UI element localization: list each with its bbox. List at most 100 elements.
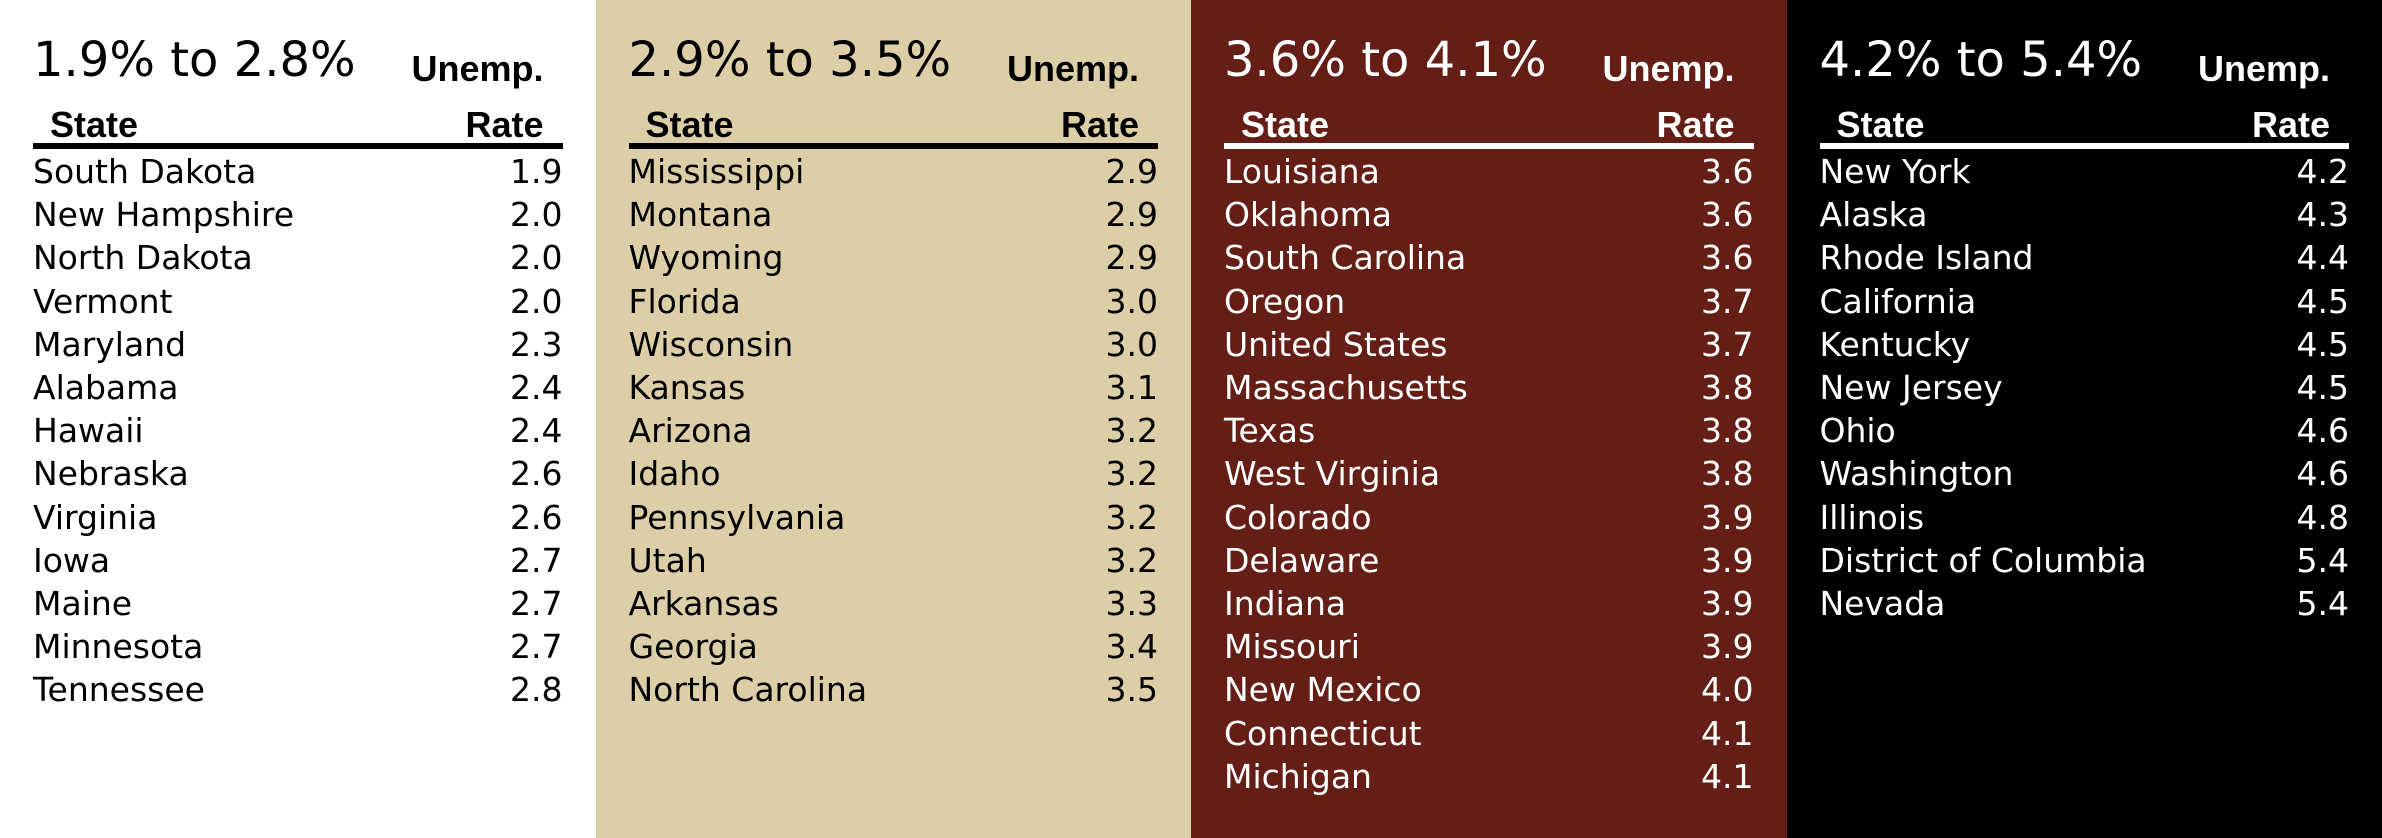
- state-name: North Carolina: [628, 670, 868, 710]
- state-row: Connecticut 4.1: [1224, 711, 1754, 754]
- rate-value: 3.2: [1105, 411, 1158, 451]
- state-row: New Mexico 4.0: [1224, 668, 1754, 711]
- state-list: Mississippi 2.9 Montana 2.9 Wyoming 2.9 Florid…: [629, 150, 1159, 711]
- column-header-state: State: [645, 104, 734, 145]
- panel-range-2: 2.9% to 3.5% Unemp. State Rate Mississip…: [595, 0, 1191, 838]
- state-name: Missouri: [1224, 627, 1360, 667]
- state-row: Texas 3.8: [1224, 409, 1754, 452]
- rate-value: 3.7: [1701, 324, 1754, 364]
- state-row: Arkansas 3.3: [629, 582, 1159, 625]
- state-name: Idaho: [628, 454, 721, 494]
- rate-value: 3.9: [1701, 583, 1754, 623]
- state-name: Oregon: [1224, 281, 1346, 321]
- rate-value: 5.4: [2296, 583, 2349, 623]
- state-row: Delaware 3.9: [1224, 539, 1754, 582]
- state-name: New Hampshire: [33, 195, 295, 235]
- rate-value: 2.7: [510, 627, 563, 667]
- state-name: Arkansas: [628, 583, 779, 623]
- state-name: Alabama: [33, 368, 179, 408]
- state-name: Virginia: [33, 497, 158, 537]
- column-header-rate: Rate: [465, 104, 544, 145]
- rate-value: 2.3: [510, 324, 563, 364]
- rate-value: 4.1: [1701, 713, 1754, 753]
- state-name: Washington: [1819, 454, 2014, 494]
- state-name: South Carolina: [1224, 238, 1467, 278]
- panel-range-4: 4.2% to 5.4% Unemp. State Rate New York 4…: [1786, 0, 2382, 838]
- state-row: Kentucky 4.5: [1820, 323, 2350, 366]
- state-name: Michigan: [1224, 756, 1372, 796]
- state-row: United States 3.7: [1224, 323, 1754, 366]
- rate-value: 2.0: [510, 195, 563, 235]
- state-name: Alaska: [1819, 195, 1928, 235]
- rate-value: 3.6: [1701, 238, 1754, 278]
- rate-value: 4.0: [1701, 670, 1754, 710]
- rate-value: 4.8: [2296, 497, 2349, 537]
- panel-range-title: 2.9% to 3.5%: [628, 32, 952, 88]
- state-row: New Jersey 4.5: [1820, 366, 2350, 409]
- unemp-label: Unemp.: [1602, 48, 1735, 89]
- state-row: Vermont 2.0: [33, 280, 563, 323]
- state-name: Utah: [628, 540, 707, 580]
- rate-value: 3.2: [1105, 454, 1158, 494]
- state-row: North Carolina 3.5: [629, 668, 1159, 711]
- rate-value: 4.4: [2296, 238, 2349, 278]
- column-header-rate: Rate: [1656, 104, 1735, 145]
- rate-value: 4.6: [2296, 411, 2349, 451]
- rate-value: 2.7: [510, 540, 563, 580]
- state-row: California 4.5: [1820, 280, 2350, 323]
- state-row: Wisconsin 3.0: [629, 323, 1159, 366]
- rate-value: 2.0: [510, 281, 563, 321]
- state-row: Oregon 3.7: [1224, 280, 1754, 323]
- rate-value: 2.9: [1105, 195, 1158, 235]
- rate-value: 2.4: [510, 411, 563, 451]
- state-name: Vermont: [33, 281, 173, 321]
- rate-value: 3.4: [1105, 627, 1158, 667]
- rate-value: 3.5: [1105, 670, 1158, 710]
- state-name: Ohio: [1819, 411, 1896, 451]
- rate-value: 5.4: [2296, 540, 2349, 580]
- state-row: Georgia 3.4: [629, 625, 1159, 668]
- state-row: Maryland 2.3: [33, 323, 563, 366]
- rate-value: 3.3: [1105, 583, 1158, 623]
- state-row: Florida 3.0: [629, 280, 1159, 323]
- state-row: Kansas 3.1: [629, 366, 1159, 409]
- state-row: Washington 4.6: [1820, 452, 2350, 495]
- state-name: Georgia: [628, 627, 758, 667]
- state-row: Alabama 2.4: [33, 366, 563, 409]
- state-name: Montana: [628, 195, 773, 235]
- state-row: Idaho 3.2: [629, 452, 1159, 495]
- state-list: South Dakota 1.9 New Hampshire 2.0 North Dak…: [33, 150, 563, 711]
- state-row: Indiana 3.9: [1224, 582, 1754, 625]
- state-name: Nebraska: [33, 454, 189, 494]
- state-row: Louisiana 3.6: [1224, 150, 1754, 193]
- rate-value: 1.9: [510, 152, 563, 192]
- state-name: New York: [1819, 152, 1971, 192]
- state-row: Wyoming 2.9: [629, 236, 1159, 279]
- header-rule: [33, 143, 563, 149]
- state-name: Florida: [628, 281, 741, 321]
- state-row: New York 4.2: [1820, 150, 2350, 193]
- state-row: Iowa 2.7: [33, 539, 563, 582]
- state-name: New Mexico: [1224, 670, 1422, 710]
- state-row: Colorado 3.9: [1224, 496, 1754, 539]
- panel-range-title: 3.6% to 4.1%: [1224, 32, 1547, 88]
- state-row: South Dakota 1.9: [33, 150, 563, 193]
- state-name: Massachusetts: [1224, 368, 1468, 408]
- rate-value: 4.5: [2296, 324, 2349, 364]
- column-header-rate: Rate: [1060, 104, 1139, 145]
- state-name: Arizona: [628, 411, 753, 451]
- unemp-label: Unemp.: [2197, 48, 2330, 89]
- rate-value: 3.0: [1105, 324, 1158, 364]
- header-rule: [628, 143, 1158, 149]
- column-header-state: State: [50, 104, 139, 145]
- panel-range-1: 1.9% to 2.8% Unemp. State Rate South Dak…: [0, 0, 596, 838]
- state-row: District of Columbia 5.4: [1820, 539, 2350, 582]
- rate-value: 3.2: [1105, 540, 1158, 580]
- rate-value: 3.6: [1701, 152, 1754, 192]
- column-header-state: State: [1836, 104, 1925, 145]
- rate-value: 3.9: [1701, 627, 1754, 667]
- column-header-rate: Rate: [2251, 104, 2330, 145]
- unemp-label: Unemp.: [1006, 48, 1139, 89]
- rate-value: 3.8: [1701, 368, 1754, 408]
- rate-value: 4.3: [2296, 195, 2349, 235]
